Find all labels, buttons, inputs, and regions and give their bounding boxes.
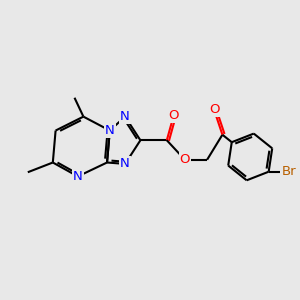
Text: O: O	[209, 103, 219, 116]
Text: Br: Br	[281, 165, 296, 178]
Text: N: N	[105, 124, 115, 137]
Text: O: O	[169, 109, 179, 122]
Text: N: N	[120, 110, 130, 123]
Text: N: N	[120, 158, 130, 170]
Text: O: O	[180, 153, 190, 166]
Text: N: N	[73, 170, 83, 183]
